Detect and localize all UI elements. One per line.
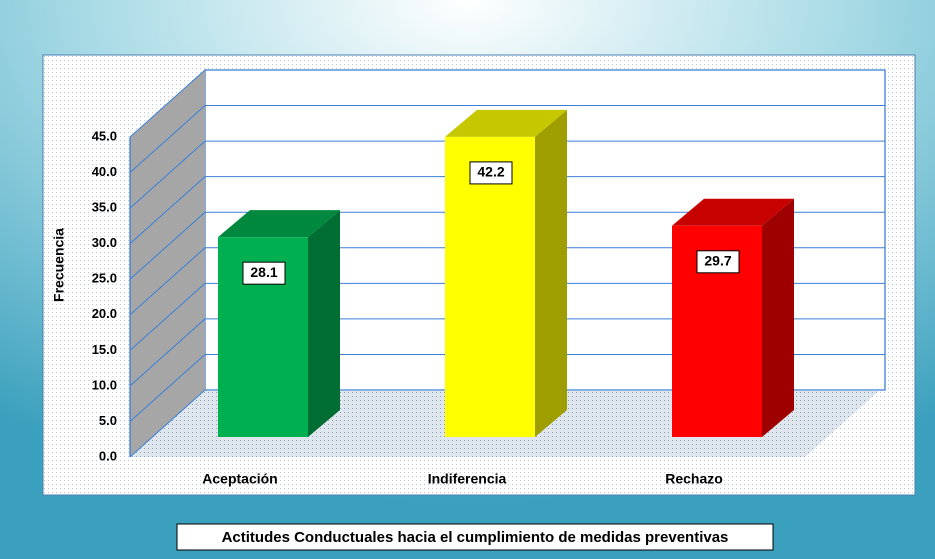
grid-line [129, 105, 206, 173]
y-tick-label: 45.0 [92, 128, 117, 143]
grid-line [129, 389, 206, 458]
y-tick-label: 5.0 [99, 413, 117, 428]
y-tick-label: 25.0 [92, 271, 117, 286]
bar-top [218, 210, 340, 238]
bar [445, 136, 535, 437]
grid-line [129, 318, 206, 387]
value-label: 42.2 [477, 164, 504, 180]
y-tick-label: 10.0 [92, 377, 117, 392]
grid-line [129, 69, 206, 138]
x-tick-label: Aceptación [202, 471, 277, 487]
grid-line [129, 282, 206, 351]
y-tick-label: 30.0 [92, 235, 117, 250]
y-tick-label: 35.0 [92, 200, 117, 215]
grid-line [129, 211, 206, 280]
bar-side [535, 109, 567, 438]
grid-line [129, 176, 206, 245]
grid-line [129, 140, 206, 209]
y-tick-label: 20.0 [92, 306, 117, 321]
y-tick-label: 15.0 [92, 342, 117, 357]
bar-top [672, 198, 794, 226]
y-axis-label: Frecuencia [51, 228, 67, 302]
x-axis-title: Actitudes Conductuales hacia el cumplimi… [222, 529, 729, 546]
value-label-box [696, 250, 740, 274]
value-label-box [469, 161, 513, 185]
value-label: 28.1 [250, 264, 277, 280]
y-tick-label: 0.0 [99, 448, 117, 463]
x-tick-label: Indiferencia [428, 471, 507, 487]
bar-top [445, 109, 567, 137]
y-tick-label: 40.0 [92, 164, 117, 179]
side-wall [130, 70, 205, 457]
grid-line [129, 354, 206, 422]
x-title-box [176, 523, 774, 551]
value-label-box [242, 261, 286, 285]
grid-line [129, 247, 206, 316]
bar-side [762, 198, 794, 437]
bar-side [308, 210, 340, 437]
value-label: 29.7 [704, 253, 731, 269]
x-tick-label: Rechazo [665, 471, 723, 487]
